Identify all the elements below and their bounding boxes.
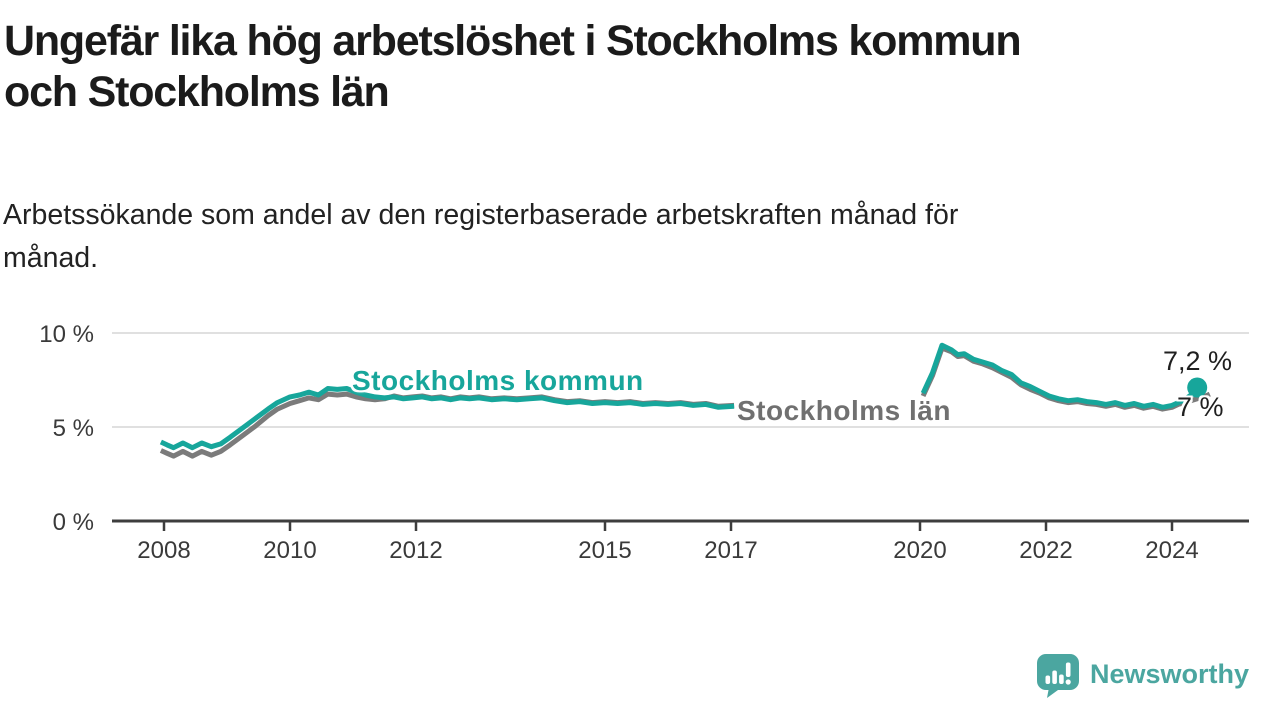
x-axis-tick-label: 2015 <box>578 537 631 564</box>
newsworthy-wordmark: Newsworthy <box>1089 659 1249 689</box>
x-axis-tick-label: 2020 <box>893 537 946 564</box>
title-line-2: och Stockholms län <box>4 68 390 116</box>
newsworthy-bubble-barchart-icon <box>1036 654 1079 698</box>
axes <box>112 519 1249 531</box>
x-axis-tick-label: 2008 <box>137 537 190 564</box>
y-axis-tick-label: 10 % <box>39 321 94 348</box>
data-series <box>159 342 1211 459</box>
y-axis-tick-label: 0 % <box>53 509 94 536</box>
series-line-stockholms-kommun <box>920 342 1200 410</box>
subtitle-line-1: Arbetssökande som andel av den registerb… <box>3 199 959 231</box>
title-line-1: Ungefär lika hög arbetslöshet i Stockhol… <box>4 17 1022 65</box>
subtitle-line-2: månad. <box>3 242 99 274</box>
x-axis-tick-label: 2010 <box>263 537 316 564</box>
series-end-dot-stockholms-kommun <box>1187 377 1208 398</box>
end-value-label-kommun: 7,2 % <box>1163 346 1233 376</box>
chart-subtitle: Arbetssökande som andel av den registerb… <box>3 194 958 280</box>
gridlines <box>112 332 1249 428</box>
x-axis-tick-label: 2022 <box>1019 537 1072 564</box>
page-title: Ungefär lika hög arbetslöshet i Stockhol… <box>4 16 1022 118</box>
series-label-stockholms-kommun: Stockholms kommun <box>352 365 644 396</box>
x-axis-tick-label: 2024 <box>1145 537 1198 564</box>
series-line-stockholms-kommun <box>159 386 735 451</box>
x-axis-tick-label: 2012 <box>389 537 442 564</box>
x-axis-tick-label: 2017 <box>704 537 757 564</box>
y-axis-tick-label: 5 % <box>53 415 94 442</box>
newsworthy-logo: Newsworthy <box>1034 651 1249 698</box>
axis-tick-labels: 10 % 5 % 0 % 2008 2010 2012 2015 2017 2020 2022 20… <box>39 321 1198 564</box>
series-label-stockholms-lan: Stockholms län <box>737 395 951 426</box>
end-value-label-lan: 7 % <box>1177 392 1224 422</box>
